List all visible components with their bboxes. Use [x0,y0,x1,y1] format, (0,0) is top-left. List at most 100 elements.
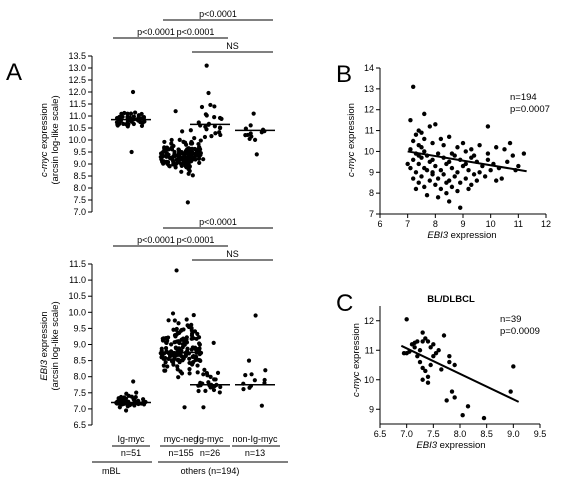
data-point [173,327,179,332]
data-point [198,138,203,143]
data-point [420,330,425,335]
y-tick-label: 7.5 [73,388,86,398]
y-tick-label: 11.0 [69,111,86,121]
data-point [411,157,416,162]
data-point [201,372,206,377]
data-point [202,134,208,140]
comparison-label: p<0.0001 [199,9,237,19]
data-point [259,403,264,408]
data-point [162,139,167,145]
data-point [494,178,499,183]
y-tick-label: 11 [365,345,374,355]
panel-b-p-label: p=0.0007 [510,104,550,115]
data-point [204,127,209,132]
y-tick-label: 9.5 [73,323,86,333]
data-point [172,318,177,323]
data-point [433,182,438,187]
data-point [189,322,194,327]
data-point [141,397,146,402]
panel-a-bottom-y-ticks: 6.5 7.0 7.5 8.0 8.5 9.0 9.5 10.0 10.5 11.0 11.5 [68,259,92,430]
data-point [455,145,460,150]
data-point [166,163,172,168]
y-tick-label: 9 [369,404,374,414]
data-point [444,161,449,167]
data-point [208,374,213,379]
data-point [411,176,416,181]
data-point [413,186,419,192]
x-tick-label: 12 [541,219,551,229]
data-point [469,147,474,152]
data-point [420,365,425,371]
data-point [183,353,188,359]
data-point [169,342,174,347]
data-point [219,116,224,121]
data-point [218,384,223,390]
y-tick-label: 7.0 [73,404,86,414]
data-point [211,340,216,345]
data-point [425,339,431,344]
data-point [170,311,176,316]
panel-c-x-ticks: 6.5 7.0 7.5 8.0 8.5 9.0 9.5 [374,424,547,439]
panel-a-bottom-ylabel: EBI3 expression [39,311,50,380]
data-point [195,370,200,375]
data-point [126,393,131,398]
data-point [471,172,477,177]
category-label-4: non-Ig-myc [232,434,278,444]
data-point [411,138,416,144]
data-point [171,359,176,364]
data-point [185,152,190,157]
panel-a-bottom-chart: EBI3 expression (arcsin log-like scale) … [39,217,288,476]
y-tick-label: 14 [364,63,374,73]
data-point [129,119,134,124]
data-point [204,113,209,118]
data-point [175,364,180,369]
data-point [417,359,423,365]
y-tick-label: 7 [369,209,374,219]
data-point [191,360,196,365]
data-point [424,193,430,198]
data-point [131,379,136,384]
y-tick-label: 8.5 [73,171,86,181]
data-point [176,321,181,326]
panel-a-top-ylabel: c-myc expression [39,103,50,177]
data-point [166,318,171,323]
y-tick-label: 9 [369,167,374,177]
comparison-label: p<0.0001 [137,27,175,37]
data-point [444,398,449,403]
data-point [411,84,416,89]
x-tick-label: 10 [486,219,496,229]
data-point [172,340,177,345]
data-point [192,136,197,141]
data-point [249,372,254,377]
comparison-label: p<0.0001 [199,217,237,227]
data-point [169,147,175,152]
data-point [179,327,184,333]
data-point [452,362,457,368]
data-point [162,356,168,361]
data-point [133,110,138,115]
data-point [163,335,169,341]
y-tick-label: 9.0 [73,159,86,169]
data-point [187,371,192,376]
data-point [516,163,521,169]
x-tick-label: 7.0 [400,429,413,439]
category-label-1: Ig-myc [118,434,146,444]
data-point [436,348,441,353]
data-point [196,156,202,161]
data-point [187,360,192,366]
y-tick-label: 8.0 [73,183,86,193]
data-point [253,313,258,318]
data-point [446,134,452,140]
data-point [179,371,185,376]
panel-a-top-medians [111,118,275,158]
panel-letter-b: B [336,61,352,88]
data-point [160,159,165,164]
data-point [252,378,257,383]
x-tick-label: 9.5 [534,429,547,439]
data-point [431,342,436,347]
y-tick-label: 13.5 [68,51,86,61]
panel-b-points [405,84,527,210]
data-point [125,124,130,129]
data-point [415,339,420,344]
data-point [174,353,179,358]
